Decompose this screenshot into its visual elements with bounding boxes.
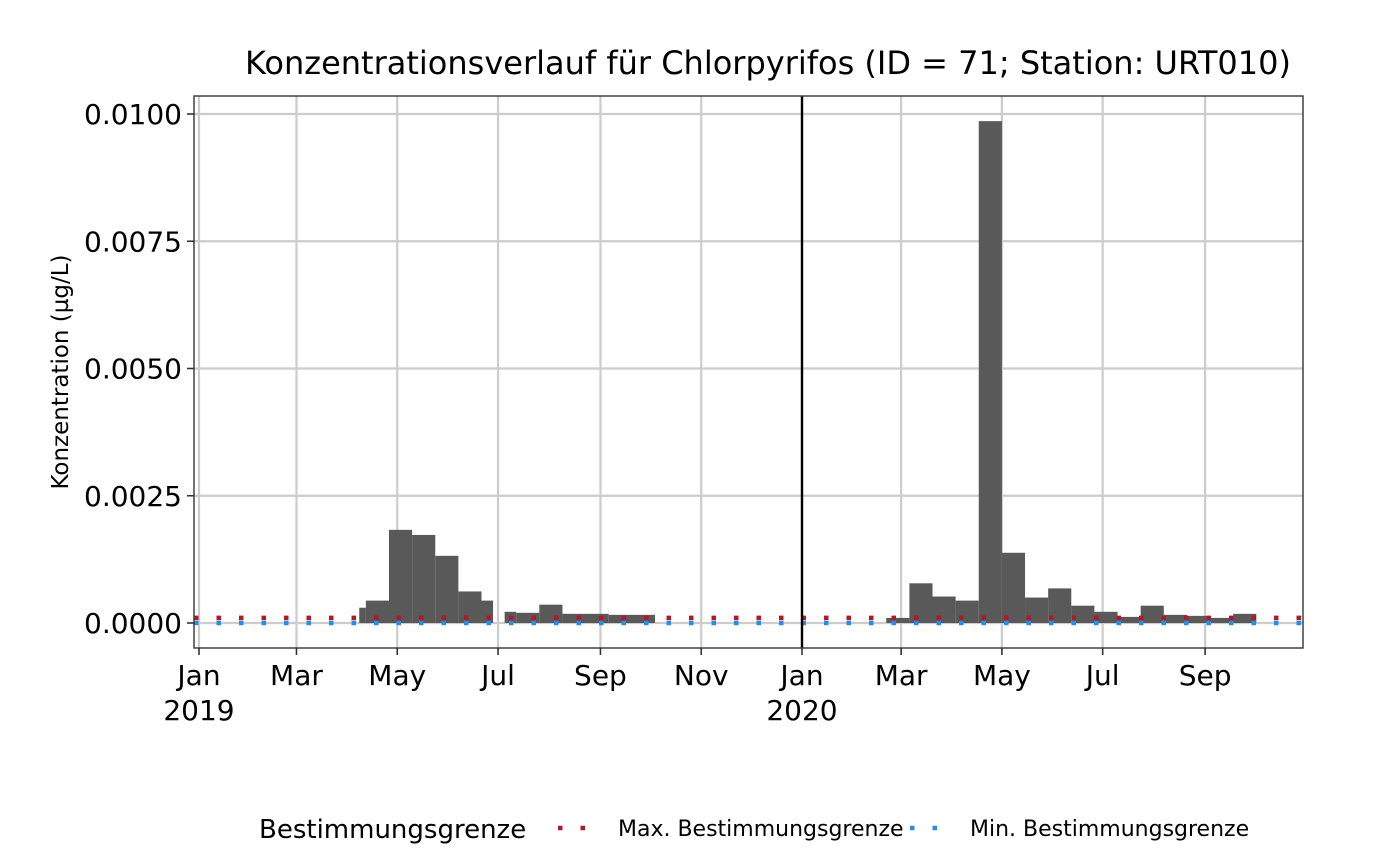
bar [1048,588,1072,623]
reference-lines [194,615,1303,626]
bar [539,604,563,623]
bar [909,583,933,623]
bar [978,121,1002,623]
x-tick-year-label: 2020 [766,694,837,727]
legend: Bestimmungsgrenze Max. Bestimmungsgrenze… [259,815,1249,845]
x-tick-year-label: 2019 [163,694,234,727]
bar [365,600,389,623]
x-tick-label: Mar [875,659,928,692]
x-tick-label: Jan [175,659,220,692]
bar [435,555,459,623]
legend-entry-label: Min. Bestimmungsgrenze [970,817,1249,842]
x-tick-label: Jan [778,659,823,692]
x-tick-label: Sep [1179,659,1232,692]
bar [886,617,910,623]
bars [359,121,1257,623]
bar [1233,613,1257,623]
bar [608,614,655,623]
y-tick-label: 0.0025 [84,480,182,513]
bar [1186,615,1211,623]
bar [1094,611,1118,623]
bar [932,596,956,623]
bar [481,600,494,623]
bar [1210,617,1234,623]
bar [1001,552,1026,623]
bar [458,591,482,623]
bar [388,529,413,623]
x-tick-label: Mar [270,659,323,692]
y-tick-label: 0.0100 [84,98,182,131]
bar [1071,605,1095,623]
bar [1117,616,1141,623]
y-tick-label: 0.0000 [84,607,182,640]
plot-panel [193,95,1304,649]
y-axis: 0.0000 0.0025 0.0050 0.0075 0.0100 [84,98,194,640]
bar [516,612,540,623]
x-tick-label: Nov [674,659,729,692]
legend-title: Bestimmungsgrenze [259,815,526,845]
bar [562,613,609,623]
bar [359,607,366,623]
bar [1140,605,1164,623]
x-tick-label: Jul [479,659,515,692]
x-tick-label: Jul [1084,659,1120,692]
chart-title: Konzentrationsverlauf für Chlorpyrifos (… [245,44,1291,82]
y-tick-label: 0.0050 [84,353,182,386]
y-axis-label: Konzentration (µg/L) [48,254,74,489]
bar [412,534,436,623]
grid [194,96,1303,648]
y-tick-label: 0.0075 [84,225,182,258]
x-tick-label: May [973,659,1031,692]
bar [1163,614,1187,623]
x-tick-label: May [368,659,426,692]
legend-entry-label: Max. Bestimmungsgrenze [618,817,904,842]
x-tick-label: Sep [574,659,627,692]
